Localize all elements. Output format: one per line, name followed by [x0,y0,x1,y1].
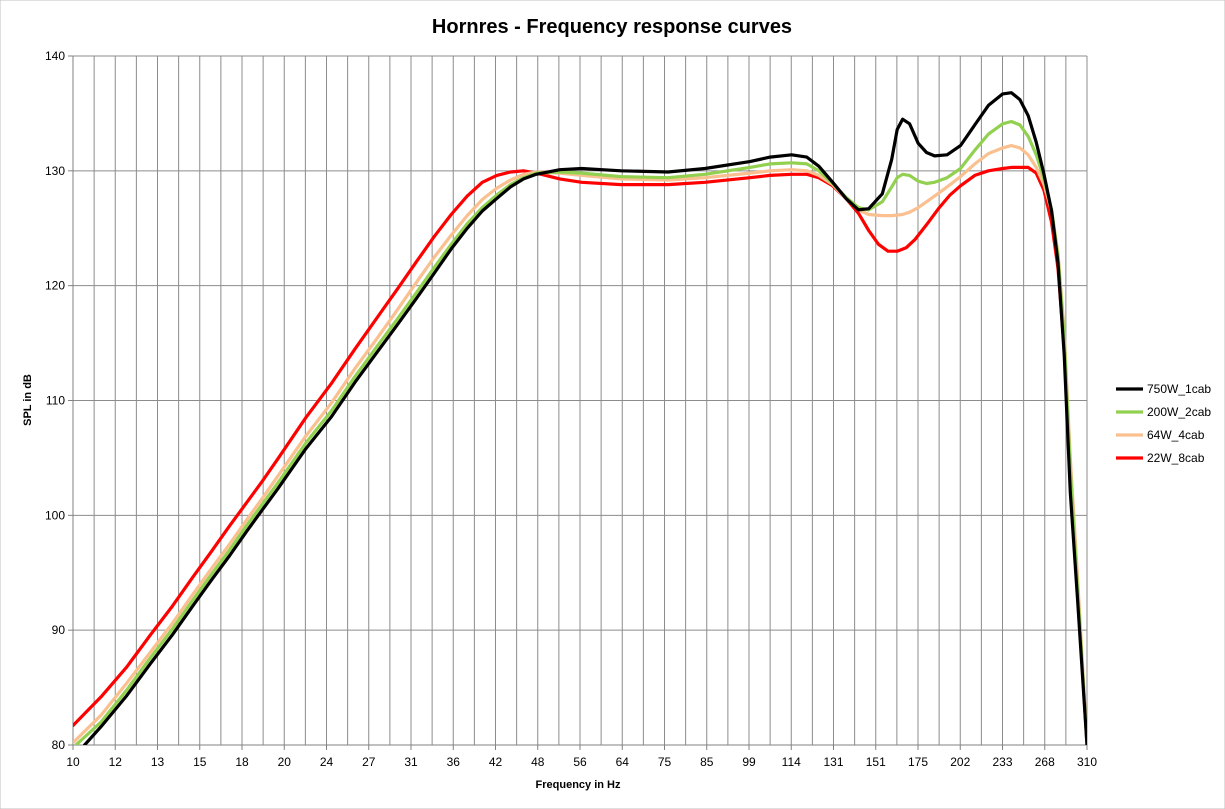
x-tick-label: 114 [782,755,801,769]
grid-lines [72,55,1088,746]
series-line-64W_4cab [73,144,1087,745]
plot-area: 80 90 100 110 120 130 140 10 12 13 15 18 20 24 27 31 36 4… [45,49,1097,769]
x-tick-label: 20 [278,755,292,769]
y-axis-title: SPL in dB [22,374,34,426]
legend-label: 750W_1cab [1147,382,1211,396]
x-tick-label: 75 [658,755,672,769]
series-line-750W_1cab [83,91,1087,745]
legend-label: 64W_4cab [1147,428,1205,442]
x-tick-label: 42 [489,755,503,769]
x-tick-label: 99 [742,755,756,769]
y-tick-label: 110 [46,394,65,408]
x-axis-title: Frequency in Hz [536,779,621,791]
series-line-22W_8cab [73,165,1087,745]
x-tick-label: 12 [109,755,123,769]
x-tick-label: 24 [320,755,334,769]
legend-label: 200W_2cab [1147,405,1211,419]
x-tick-label: 13 [151,755,165,769]
y-tick-label: 90 [52,623,66,637]
chart-title: Hornres - Frequency response curves [432,16,792,38]
series-line-200W_2cab [74,119,1087,745]
x-tick-label: 85 [700,755,714,769]
x-tick-label: 202 [950,755,970,769]
x-tick-label: 15 [193,755,207,769]
x-tick-label: 10 [66,755,80,769]
x-tick-label: 310 [1077,755,1097,769]
x-tick-label: 18 [235,755,249,769]
y-tick-label: 120 [45,279,65,293]
x-tick-label: 31 [404,755,418,769]
x-tick-label: 56 [573,755,587,769]
x-tick-label: 48 [531,755,545,769]
x-tick-label: 151 [866,755,886,769]
x-tick-label: 27 [362,755,376,769]
x-tick-label: 131 [823,755,843,769]
x-tick-label: 175 [908,755,928,769]
y-tick-label: 100 [45,508,65,522]
x-tick-label: 36 [447,755,461,769]
x-tick-label: 64 [616,755,630,769]
series-group [73,91,1087,745]
y-tick-label: 130 [45,164,65,178]
y-tick-label: 140 [45,49,65,63]
x-tick-label: 268 [1035,755,1055,769]
y-tick-label: 80 [52,738,66,752]
x-tick-label: 233 [992,755,1012,769]
legend: 750W_1cab 200W_2cab 64W_4cab 22W_8cab [1116,382,1211,465]
legend-label: 22W_8cab [1147,451,1205,465]
